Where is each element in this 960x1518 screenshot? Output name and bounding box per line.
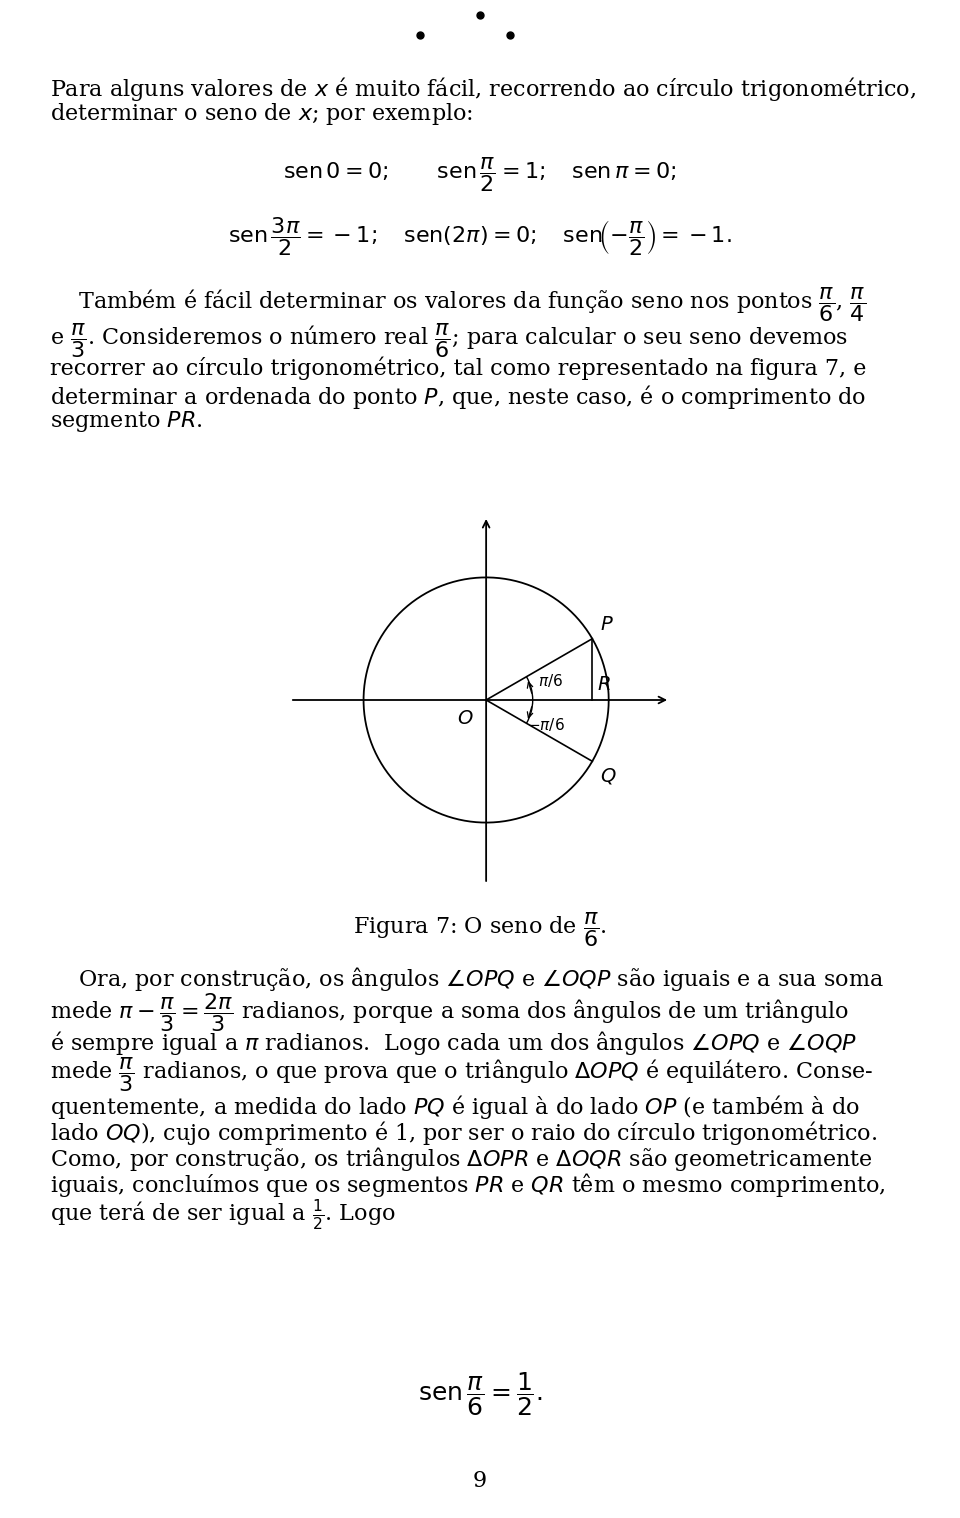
- Text: $Q$: $Q$: [600, 767, 616, 786]
- Text: Para alguns valores de $x$ é muito fácil, recorrendo ao círculo trigonométrico,: Para alguns valores de $x$ é muito fácil…: [50, 74, 916, 103]
- Text: Também é fácil determinar os valores da função seno nos pontos $\dfrac{\pi}{6}$,: Também é fácil determinar os valores da …: [50, 285, 866, 323]
- Text: determinar o seno de $x$; por exemplo:: determinar o seno de $x$; por exemplo:: [50, 102, 473, 128]
- Text: é sempre igual a $\pi$ radianos.  Logo cada um dos ângulos $\angle OPQ$ e $\angl: é sempre igual a $\pi$ radianos. Logo ca…: [50, 1029, 857, 1057]
- Text: $\mathrm{sen}\,\dfrac{\pi}{6} = \dfrac{1}{2}.$: $\mathrm{sen}\,\dfrac{\pi}{6} = \dfrac{1…: [418, 1371, 542, 1418]
- Text: Como, por construção, os triângulos $\Delta OPR$ e $\Delta OQR$ são geometricame: Como, por construção, os triângulos $\De…: [50, 1145, 873, 1173]
- Text: 9: 9: [473, 1469, 487, 1492]
- Text: quentemente, a medida do lado $PQ$ é igual à do lado $OP$ (e também à do: quentemente, a medida do lado $PQ$ é igu…: [50, 1093, 859, 1120]
- Text: $O$: $O$: [457, 710, 474, 727]
- Text: segmento $PR$.: segmento $PR$.: [50, 408, 203, 434]
- Text: $\mathrm{sen}\,0 = 0;\qquad\mathrm{sen}\,\dfrac{\pi}{2} = 1;\quad\mathrm{sen}\,\: $\mathrm{sen}\,0 = 0;\qquad\mathrm{sen}\…: [283, 155, 677, 194]
- Text: lado $OQ$), cujo comprimento é 1, por ser o raio do círculo trigonométrico.: lado $OQ$), cujo comprimento é 1, por se…: [50, 1119, 877, 1148]
- Text: $R$: $R$: [597, 676, 611, 694]
- Text: mede $\dfrac{\pi}{3}$ radianos, o que prova que o triângulo $\Delta OPQ$ é equil: mede $\dfrac{\pi}{3}$ radianos, o que pr…: [50, 1055, 874, 1094]
- Text: determinar a ordenada do ponto $P$, que, neste caso, é o comprimento do: determinar a ordenada do ponto $P$, que,…: [50, 383, 866, 411]
- Text: $-\pi/6$: $-\pi/6$: [527, 716, 564, 733]
- Text: e $\dfrac{\pi}{3}$. Consideremos o número real $\dfrac{\pi}{6}$; para calcular o: e $\dfrac{\pi}{3}$. Consideremos o númer…: [50, 320, 848, 360]
- Text: recorrer ao círculo trigonométrico, tal como representado na figura 7, e: recorrer ao círculo trigonométrico, tal …: [50, 357, 866, 381]
- Text: mede $\pi - \dfrac{\pi}{3} = \dfrac{2\pi}{3}$ radianos, porque a soma dos ângulo: mede $\pi - \dfrac{\pi}{3} = \dfrac{2\pi…: [50, 991, 850, 1034]
- Text: iguais, concluímos que os segmentos $PR$ e $QR$ têm o mesmo comprimento,: iguais, concluímos que os segmentos $PR$…: [50, 1170, 886, 1199]
- Text: que terá de ser igual a $\frac{1}{2}$. Logo: que terá de ser igual a $\frac{1}{2}$. L…: [50, 1198, 396, 1233]
- Text: $P$: $P$: [600, 616, 613, 635]
- Text: $\mathrm{sen}\,\dfrac{3\pi}{2} = -1;\quad\mathrm{sen}(2\pi) = 0;\quad\mathrm{sen: $\mathrm{sen}\,\dfrac{3\pi}{2} = -1;\qua…: [228, 216, 732, 258]
- Text: Figura 7: O seno de $\dfrac{\pi}{6}$.: Figura 7: O seno de $\dfrac{\pi}{6}$.: [353, 909, 607, 949]
- Text: $\pi/6$: $\pi/6$: [538, 672, 563, 689]
- Text: Ora, por construção, os ângulos $\angle OPQ$ e $\angle OQP$ são iguais e a sua s: Ora, por construção, os ângulos $\angle …: [50, 965, 884, 993]
